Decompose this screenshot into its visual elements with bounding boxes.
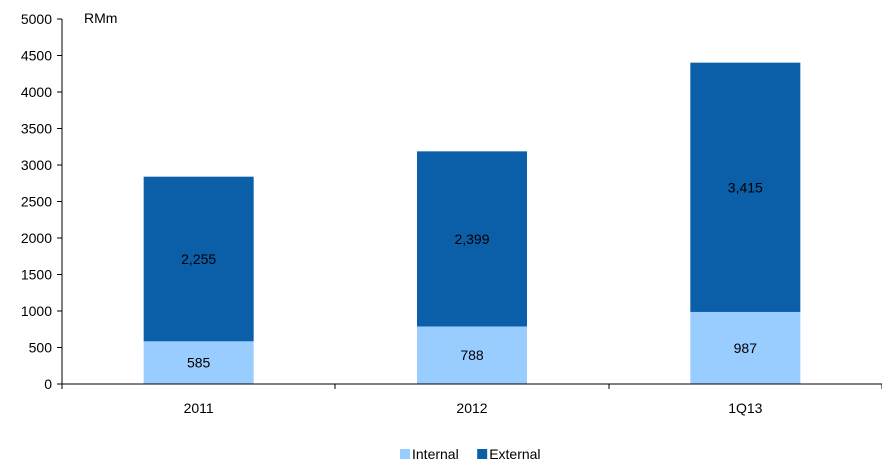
y-axis-ticks: 0 500 1000 1500 2000 2500 3000 3500 4000 4500 5000 (21, 11, 62, 392)
legend-label: Internal (412, 446, 459, 462)
y-tick-label: 2500 (21, 194, 52, 210)
bar-external (690, 62, 801, 312)
y-tick-label: 3500 (21, 121, 52, 137)
y-tick-label: 4000 (21, 84, 52, 100)
legend-label: External (489, 446, 540, 462)
data-label: 3,415 (728, 179, 763, 195)
x-tick-label: 1Q13 (728, 400, 762, 416)
x-tick-label: 2012 (456, 400, 487, 416)
y-tick-label: 3000 (21, 157, 52, 173)
y-tick-label: 4500 (21, 48, 52, 64)
data-label: 585 (187, 355, 211, 371)
legend-swatch (400, 449, 410, 459)
y-tick-label: 5000 (21, 11, 52, 27)
y-tick-label: 1000 (21, 303, 52, 319)
bar-internal (143, 341, 254, 384)
data-label: 987 (734, 340, 758, 356)
x-axis-ticks: 2011 2012 1Q13 (61, 384, 882, 416)
x-tick-label: 2011 (184, 400, 214, 416)
y-tick-label: 2000 (21, 230, 52, 246)
bar-external (143, 176, 254, 342)
bar-external (417, 151, 527, 327)
y-tick-label: 500 (29, 340, 53, 356)
legend: Internal External (400, 446, 541, 462)
bar-internal (690, 311, 801, 384)
y-tick-label: 1500 (21, 267, 52, 283)
unit-label: RMm (84, 10, 117, 26)
bar-internal (417, 326, 527, 384)
y-tick-label: 0 (44, 376, 52, 392)
legend-swatch (477, 449, 488, 459)
bars: 585 2,255 788 2,399 987 3,415 (143, 62, 801, 384)
data-label: 2,399 (454, 231, 489, 247)
data-label: 2,255 (181, 251, 216, 267)
data-label: 788 (460, 347, 484, 363)
